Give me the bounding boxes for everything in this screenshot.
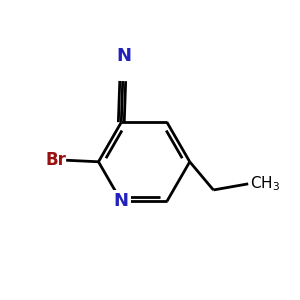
Text: CH$_3$: CH$_3$ [250,175,280,193]
Text: N: N [114,192,129,210]
Text: Br: Br [45,151,66,169]
Text: N: N [116,47,131,65]
